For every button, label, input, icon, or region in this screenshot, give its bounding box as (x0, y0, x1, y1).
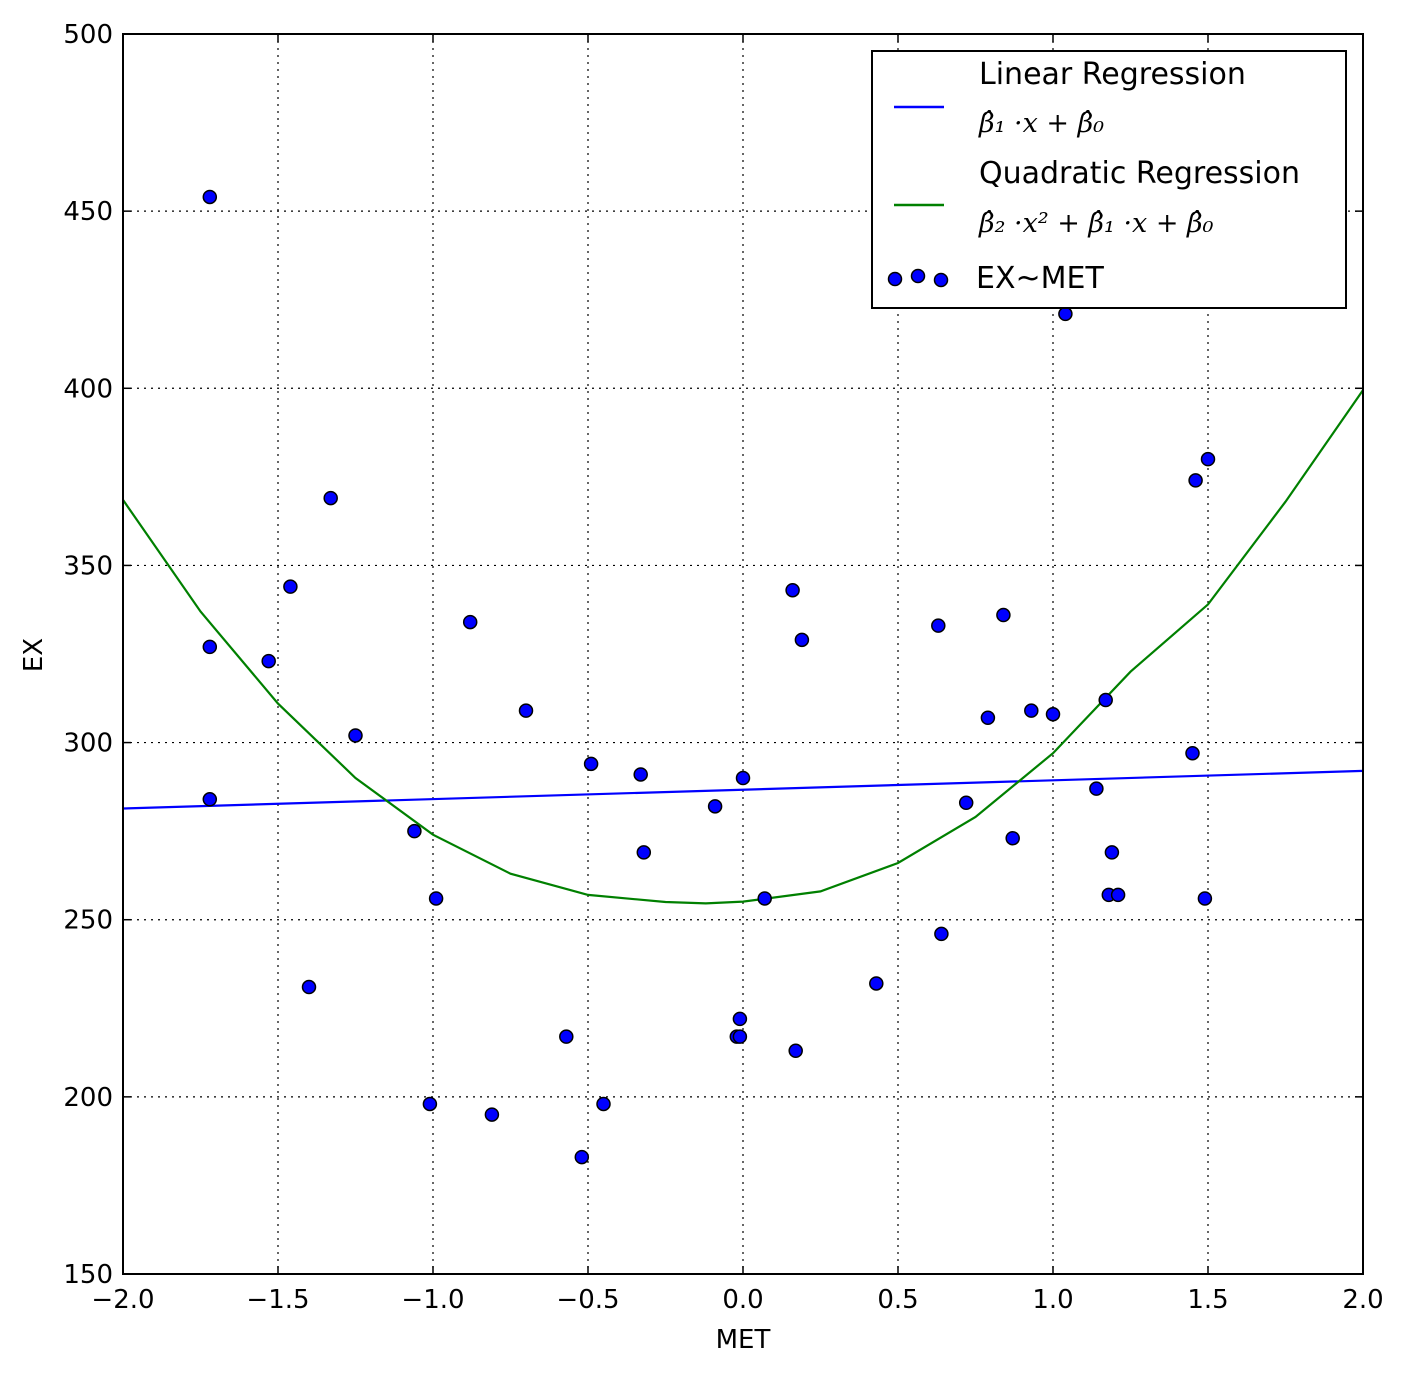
scatter-point (1104, 845, 1120, 860)
scatter-point (1197, 891, 1213, 906)
scatter-point (596, 1096, 611, 1112)
scatter-point (788, 1043, 803, 1059)
scatter-point (757, 891, 772, 906)
scatter-point (407, 823, 422, 839)
scatter-point (422, 1096, 438, 1112)
scatter-point (1200, 451, 1216, 467)
legend-quadratic-label: Quadratic Regression (979, 156, 1300, 191)
x-tick-label: 0.0 (722, 1285, 763, 1315)
linear-regression-line (122, 769, 1364, 810)
scatter-point (202, 189, 218, 205)
x-tick-label: −0.5 (556, 1285, 619, 1315)
scatter-point (462, 614, 478, 630)
y-tick-label: 300 (63, 729, 113, 759)
scatter-point (1188, 473, 1203, 488)
scatter-point (633, 767, 648, 782)
scatter-point (636, 845, 652, 860)
legend-scatter-marker (910, 268, 926, 284)
scatter-point (785, 582, 800, 598)
scatter-point (574, 1149, 590, 1165)
scatter-point (583, 756, 599, 772)
scatter-point (261, 653, 276, 669)
scatter-point (1005, 830, 1020, 846)
legend-linear-formula: β̂₁ ·x + β̂₀ (978, 108, 1104, 139)
scatter-point (732, 1029, 748, 1044)
scatter-point (202, 792, 218, 807)
y-tick-label: 450 (63, 197, 113, 227)
x-tick-label: −1.0 (401, 1285, 464, 1315)
x-tick-label: 0.5 (877, 1285, 918, 1315)
legend-scatter-marker (933, 272, 949, 288)
legend-scatter-label: EX~MET (976, 261, 1104, 296)
scatter-point (1045, 706, 1061, 722)
scatter-point (559, 1029, 574, 1044)
y-tick-label: 250 (63, 906, 113, 936)
legend-scatter-marker (887, 271, 903, 287)
x-tick-label: −1.5 (246, 1285, 309, 1315)
scatter-point (1110, 887, 1126, 903)
legend-box (871, 50, 1347, 309)
scatter-point (869, 976, 884, 991)
scatter-point (348, 728, 363, 743)
scatter-point (428, 891, 444, 906)
x-tick-label: 2.0 (1342, 1285, 1383, 1315)
tick-labels: −2.0 −1.5 −1.0 −0.5 0.0 0.5 1.0 1.5 2.0 150 200 250… (63, 20, 1383, 1315)
y-tick-label: 150 (63, 1260, 113, 1290)
scatter-point (1089, 781, 1104, 796)
x-axis-title: MET (716, 1325, 771, 1355)
legend: Linear Regression β̂₁ ·x + β̂₀ Quadratic… (871, 50, 1347, 309)
y-axis-title: EX (19, 638, 49, 672)
scatter-point (202, 639, 218, 655)
scatter-point (934, 926, 949, 942)
scatter-point (1185, 745, 1200, 761)
scatter-point (484, 1107, 500, 1122)
scatter-point (1058, 306, 1073, 322)
scatter-point (996, 607, 1011, 623)
regression-lines (122, 389, 1364, 905)
scatter-point (1098, 692, 1113, 708)
scatter-points (202, 189, 1216, 1165)
scatter-point (518, 703, 534, 718)
scatter-point (283, 579, 298, 594)
scatter-point (707, 799, 723, 814)
scatter-point (958, 795, 974, 811)
plot-frame (122, 33, 1364, 1275)
y-tick-label: 500 (63, 20, 113, 50)
y-tick-label: 400 (63, 374, 113, 404)
legend-linear-label: Linear Regression (979, 57, 1246, 92)
scatter-point (301, 979, 317, 995)
scatter-point (794, 632, 810, 648)
scatter-point (980, 710, 996, 726)
x-tick-label: 1.0 (1032, 1285, 1073, 1315)
legend-quadratic-formula: β̂₂ ·x² + β̂₁ ·x + β̂₀ (978, 208, 1214, 239)
scatter-point (735, 770, 751, 786)
scatter-point (732, 1011, 748, 1027)
scatter-point (931, 618, 946, 633)
x-tick-label: 1.5 (1187, 1285, 1228, 1315)
x-tick-label: −2.0 (91, 1285, 154, 1315)
y-tick-label: 200 (63, 1083, 113, 1113)
scatter-point (1024, 703, 1039, 718)
y-tick-label: 350 (63, 551, 113, 581)
quadratic-regression-curve (122, 389, 1364, 905)
scatter-point (323, 490, 338, 506)
